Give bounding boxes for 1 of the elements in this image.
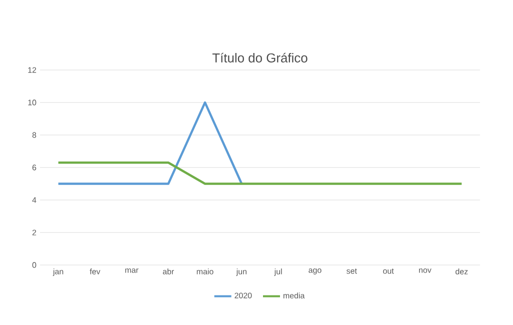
- chart-title: Título do Gráfico: [212, 52, 308, 62]
